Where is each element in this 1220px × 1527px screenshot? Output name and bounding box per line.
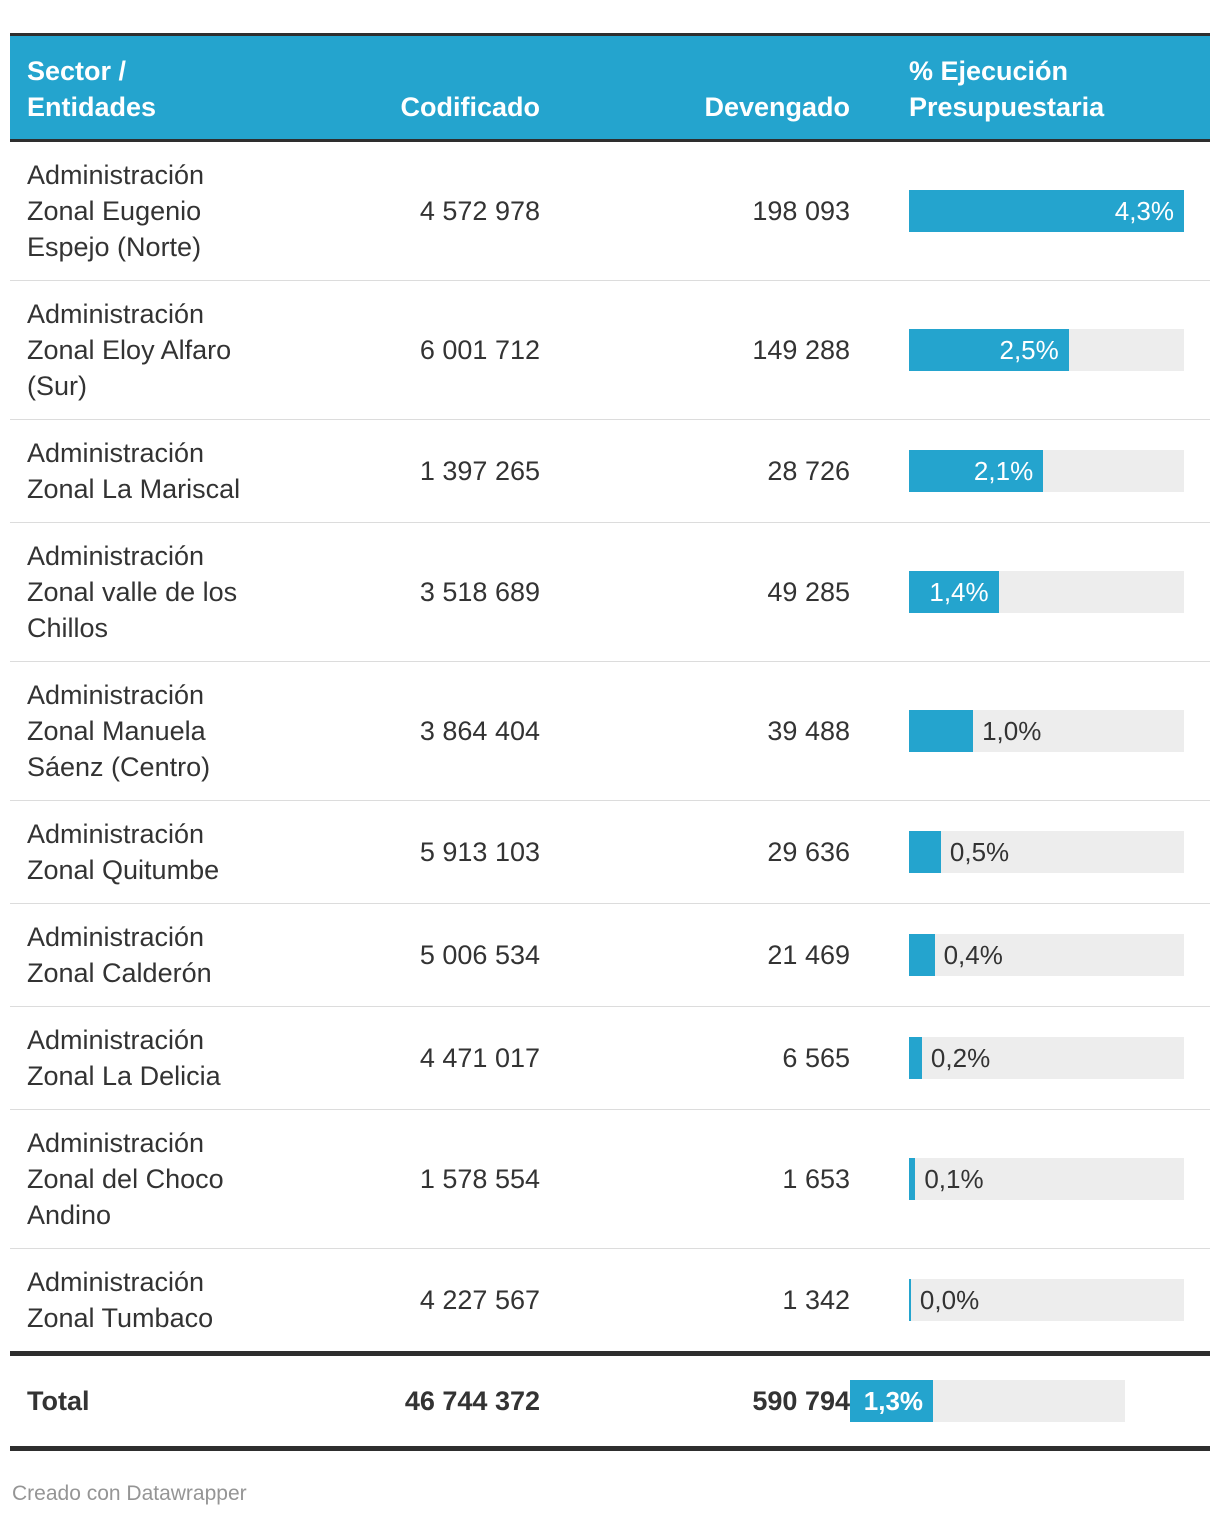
codificado-value: 5 913 103 xyxy=(310,800,540,904)
execution-pct-label: 0,2% xyxy=(930,1043,991,1073)
total-codificado-value: 46 744 372 xyxy=(310,1351,540,1451)
execution-bar xyxy=(909,934,935,976)
execution-bar-track: 2,1% xyxy=(909,450,1184,492)
codificado-value: 1 397 265 xyxy=(310,419,540,523)
execution-bar-track: 1,4% xyxy=(909,571,1184,613)
table-row: Administración Zonal Eugenio Espejo (Nor… xyxy=(10,140,1210,281)
execution-pct-label: 1,0% xyxy=(982,716,1042,746)
execution-pct-label: 0,1% xyxy=(924,1164,984,1194)
execution-bar-track: 1,3% xyxy=(850,1380,1125,1422)
total-label: Total xyxy=(10,1351,310,1451)
table-row: Administración Zonal Eloy Alfaro (Sur) 6… xyxy=(10,280,1210,420)
total-row: Total 46 744 372 590 794 1,3% xyxy=(10,1351,1210,1451)
entity-name: Administración Zonal La Mariscal xyxy=(10,419,310,523)
header-sector-entidades: Sector / Entidades xyxy=(10,33,310,142)
table-row: Administración Zonal valle de los Chillo… xyxy=(10,522,1210,662)
devengado-value: 1 653 xyxy=(540,1109,850,1249)
execution-pct-label: 0,5% xyxy=(949,837,1010,867)
execution-bar xyxy=(909,1037,922,1079)
entity-name: Administración Zonal Calderón xyxy=(10,903,310,1007)
execution-bar xyxy=(909,710,974,752)
codificado-value: 3 864 404 xyxy=(310,661,540,801)
table-row: Administración Zonal del Choco Andino 1 … xyxy=(10,1109,1210,1249)
devengado-value: 1 342 xyxy=(782,1285,850,1315)
execution-pct-label: 0,0% xyxy=(919,1285,980,1315)
execution-pct-label: 1,3% xyxy=(863,1386,924,1416)
execution-bar: 2,5% xyxy=(909,329,1069,371)
codificado-value: 1 578 554 xyxy=(310,1109,540,1249)
codificado-value: 4 471 017 xyxy=(310,1006,540,1110)
entity-name: Administración Zonal Manuela Sáenz (Cent… xyxy=(10,661,310,801)
table-row: Administración Zonal Quitumbe 5 913 103 … xyxy=(10,800,1210,904)
execution-bar-track: 0,0% xyxy=(909,1279,1184,1321)
entity-name: Administración Zonal Quitumbe xyxy=(10,800,310,904)
codificado-value: 5 006 534 xyxy=(310,903,540,1007)
datawrapper-credit: Creado con Datawrapper xyxy=(12,1482,247,1505)
budget-execution-table: Sector / Entidades Codificado Devengado … xyxy=(10,33,1210,1451)
execution-pct-label: 2,5% xyxy=(999,335,1059,365)
entity-name: Administración Zonal Tumbaco xyxy=(27,1267,214,1333)
entity-name: Administración Zonal valle de los Chillo… xyxy=(10,522,310,662)
codificado-value: 4 572 978 xyxy=(310,140,540,281)
entity-name: Administración Zonal Eloy Alfaro (Sur) xyxy=(10,280,310,420)
execution-bar-track: 0,4% xyxy=(909,934,1184,976)
execution-bar xyxy=(909,1279,911,1321)
execution-bar: 1,4% xyxy=(909,571,999,613)
entity-name: Administración Zonal del Choco Andino xyxy=(10,1109,310,1249)
execution-bar-track: 2,5% xyxy=(909,329,1184,371)
devengado-value: 49 285 xyxy=(540,522,850,662)
codificado-value: 6 001 712 xyxy=(310,280,540,420)
table-row: Administración Zonal Tumbaco 4 227 567 1… xyxy=(10,1249,1210,1354)
devengado-value: 29 636 xyxy=(540,800,850,904)
execution-bar: 2,1% xyxy=(909,450,1044,492)
entity-name: Administración Zonal Eugenio Espejo (Nor… xyxy=(10,140,310,281)
execution-pct-label: 0,4% xyxy=(943,940,1003,970)
execution-bar-track: 1,0% xyxy=(909,710,1184,752)
devengado-value: 39 488 xyxy=(540,661,850,801)
devengado-value: 21 469 xyxy=(540,903,850,1007)
devengado-value: 198 093 xyxy=(540,140,850,281)
total-devengado-value: 590 794 xyxy=(540,1351,850,1451)
table-footer: Total 46 744 372 590 794 1,3% xyxy=(10,1351,1210,1451)
header-ejecucion-presupuestaria: % Ejecución Presupuestaria xyxy=(850,33,1210,142)
execution-bar-track: 0,5% xyxy=(909,831,1184,873)
table-row: Administración Zonal La Delicia 4 471 01… xyxy=(10,1006,1210,1110)
execution-bar-track: 0,1% xyxy=(909,1158,1184,1200)
execution-bar-track: 0,2% xyxy=(909,1037,1184,1079)
header-devengado: Devengado xyxy=(540,33,850,142)
execution-bar: 1,3% xyxy=(850,1380,934,1422)
codificado-value: 3 518 689 xyxy=(310,522,540,662)
table-row: Administración Zonal La Mariscal 1 397 2… xyxy=(10,419,1210,523)
execution-bar xyxy=(909,831,941,873)
execution-bar-track: 4,3% xyxy=(909,190,1184,232)
entity-name: Administración Zonal La Delicia xyxy=(10,1006,310,1110)
codificado-value: 4 227 567 xyxy=(419,1285,540,1315)
devengado-value: 28 726 xyxy=(540,419,850,523)
execution-pct-label: 2,1% xyxy=(973,456,1034,486)
table-header: Sector / Entidades Codificado Devengado … xyxy=(10,33,1210,142)
execution-bar xyxy=(909,1158,916,1200)
execution-bar: 4,3% xyxy=(909,190,1184,232)
table-row: Administración Zonal Calderón 5 006 534 … xyxy=(10,903,1210,1007)
execution-pct-label: 4,3% xyxy=(1114,196,1174,226)
devengado-value: 6 565 xyxy=(540,1006,850,1110)
execution-pct-label: 1,4% xyxy=(929,577,989,607)
table-body: Administración Zonal Eugenio Espejo (Nor… xyxy=(10,140,1210,1354)
header-codificado: Codificado xyxy=(310,33,540,142)
devengado-value: 149 288 xyxy=(540,280,850,420)
table-row: Administración Zonal Manuela Sáenz (Cent… xyxy=(10,661,1210,801)
